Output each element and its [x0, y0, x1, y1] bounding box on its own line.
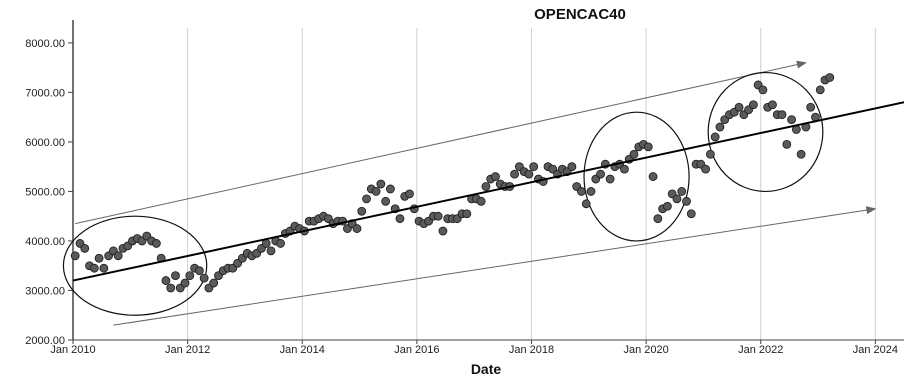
data-point	[705, 149, 715, 159]
data-point	[199, 273, 209, 283]
data-point	[815, 85, 825, 95]
data-point	[629, 149, 639, 159]
y-axis: 2000.00 3000.00 4000.00 5000.00 6000.00 7000.…	[25, 20, 74, 347]
data-point	[586, 187, 596, 196]
data-point	[395, 214, 405, 224]
data-point	[89, 263, 99, 273]
data-point	[672, 194, 682, 204]
y-tick-label: 3000.00	[25, 285, 65, 297]
data-point	[476, 196, 486, 206]
y-tick-label: 6000.00	[25, 137, 65, 149]
data-point	[777, 110, 787, 120]
data-point	[701, 164, 711, 174]
data-point	[605, 174, 615, 184]
data-point	[194, 266, 204, 276]
data-point	[381, 196, 391, 206]
x-axis-label: Date	[471, 361, 502, 377]
data-point	[567, 162, 577, 172]
data-point	[648, 172, 658, 181]
data-point	[94, 253, 104, 263]
data-point	[99, 263, 109, 273]
data-point	[682, 196, 691, 206]
data-point	[266, 246, 276, 256]
x-tick-label: Jan 2020	[623, 344, 668, 356]
data-point	[352, 224, 362, 233]
data-point	[677, 187, 687, 196]
data-point	[481, 182, 491, 191]
highlight-ellipse	[707, 71, 824, 193]
y-tick-label: 8000.00	[25, 38, 65, 50]
y-tick-label: 5000.00	[25, 186, 65, 198]
data-point	[710, 132, 720, 142]
x-tick-label: Jan 2014	[280, 344, 325, 356]
data-point	[596, 169, 605, 179]
data-point	[357, 206, 367, 216]
data-point	[180, 278, 190, 288]
data-points	[70, 73, 835, 293]
data-point	[787, 115, 796, 125]
trend-line-group	[72, 101, 904, 282]
highlight-ellipse	[583, 111, 690, 242]
data-point	[386, 184, 395, 194]
data-point	[825, 73, 835, 82]
x-axis: Jan 2010 Jan 2012 Jan 2014 Jan 2016 Jan 2018…	[50, 339, 904, 356]
data-point	[185, 271, 195, 281]
data-point	[80, 243, 90, 253]
trend-line	[72, 101, 904, 282]
data-point	[70, 251, 80, 261]
data-point	[362, 194, 371, 204]
data-point	[748, 100, 758, 110]
x-tick-label: Jan 2022	[738, 344, 783, 356]
data-point	[433, 211, 443, 221]
data-point	[653, 214, 663, 224]
y-tick-label: 7000.00	[25, 87, 65, 99]
data-point	[209, 278, 219, 288]
data-point	[806, 102, 816, 112]
data-point	[462, 209, 472, 219]
data-point	[151, 239, 161, 248]
data-point	[758, 85, 768, 95]
data-point	[113, 251, 123, 261]
data-point	[643, 142, 653, 152]
channel-arrow	[113, 206, 877, 326]
data-point	[371, 187, 381, 196]
data-point	[161, 276, 171, 285]
data-point	[524, 169, 534, 179]
chart-title: OPENCAC40	[534, 6, 626, 23]
data-point	[491, 172, 500, 181]
data-point	[405, 189, 414, 199]
data-point	[715, 122, 725, 132]
data-point	[376, 179, 386, 189]
data-point	[581, 199, 591, 209]
data-point	[166, 283, 176, 293]
vertical-grid	[72, 28, 876, 340]
data-point	[276, 239, 285, 248]
annotations	[62, 60, 877, 326]
data-point	[577, 187, 586, 196]
x-tick-label: Jan 2016	[394, 344, 439, 356]
data-point	[171, 271, 180, 281]
data-point	[686, 209, 696, 219]
data-point	[734, 102, 744, 112]
x-tick-label: Jan 2012	[165, 344, 210, 356]
data-point	[620, 164, 629, 174]
highlight-ellipse	[62, 215, 208, 316]
y-tick-label: 4000.00	[25, 236, 65, 248]
data-point	[438, 226, 448, 236]
y-tick-label: 2000.00	[25, 335, 65, 347]
x-tick-label: Jan 2024	[853, 344, 898, 356]
data-point	[529, 162, 539, 172]
x-tick-label: Jan 2010	[50, 344, 95, 356]
data-point	[782, 139, 792, 149]
data-point	[768, 100, 777, 110]
data-point	[510, 169, 519, 179]
channel-arrow	[75, 60, 807, 225]
data-point	[663, 201, 672, 211]
data-point	[796, 149, 806, 159]
x-tick-label: Jan 2018	[509, 344, 554, 356]
